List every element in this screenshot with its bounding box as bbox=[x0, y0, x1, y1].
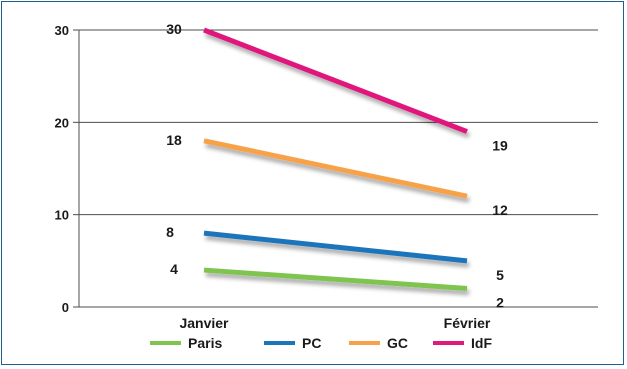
y-tick-label-0: 0 bbox=[62, 300, 69, 315]
data-label-GC-1: 12 bbox=[492, 202, 508, 218]
y-tick-label-10: 10 bbox=[55, 208, 69, 223]
x-tick-label-0: Janvier bbox=[179, 315, 229, 331]
data-label-IdF-1: 19 bbox=[492, 138, 508, 154]
data-label-IdF-0: 30 bbox=[166, 21, 182, 37]
series-lines bbox=[203, 27, 468, 292]
data-label-Paris-0: 4 bbox=[170, 261, 178, 277]
y-axis: 0 10 20 30 bbox=[55, 23, 80, 315]
y-tick-label-30: 30 bbox=[55, 23, 69, 38]
data-label-GC-0: 18 bbox=[166, 132, 182, 148]
legend-label-PC: PC bbox=[302, 335, 321, 351]
x-axis: Janvier Février bbox=[179, 315, 490, 331]
legend-label-GC: GC bbox=[387, 335, 408, 351]
series-line-PC bbox=[203, 230, 468, 264]
series-line-Paris bbox=[203, 267, 468, 292]
series-line-IdF bbox=[203, 27, 468, 134]
y-tick-label-20: 20 bbox=[55, 115, 69, 130]
legend-label-Paris: Paris bbox=[188, 335, 222, 351]
data-label-Paris-1: 2 bbox=[496, 295, 504, 311]
data-label-PC-0: 8 bbox=[166, 224, 174, 240]
line-chart: 0 10 20 30 Janvier Février 4 2 8 5 18 12 30 19 Pari… bbox=[55, 21, 598, 351]
data-labels: 4 2 8 5 18 12 30 19 bbox=[166, 21, 508, 311]
data-label-PC-1: 5 bbox=[496, 267, 504, 283]
x-tick-label-1: Février bbox=[444, 315, 491, 331]
gridlines bbox=[79, 29, 598, 308]
legend: Paris PC GC IdF bbox=[150, 335, 492, 351]
legend-label-IdF: IdF bbox=[471, 335, 492, 351]
series-line-GC bbox=[203, 138, 468, 199]
